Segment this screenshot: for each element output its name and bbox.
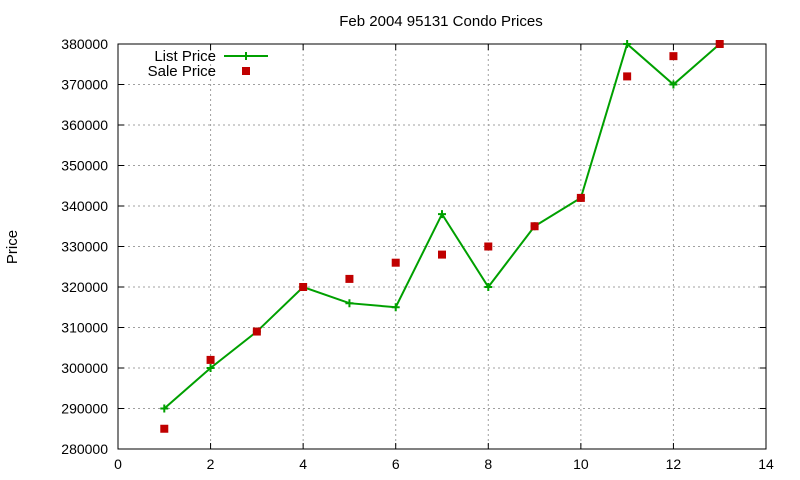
data-point (623, 40, 632, 48)
x-tick-label: 8 (484, 456, 492, 472)
y-tick-label: 340000 (61, 198, 108, 214)
legend-marker-swatch (242, 52, 250, 60)
data-point (391, 303, 400, 312)
axis-ticks: 0 2 4 6 8 10 12 14 280000 290000 300000 310000 32000… (61, 36, 774, 472)
y-tick-label: 280000 (61, 441, 108, 457)
data-point (669, 52, 678, 61)
x-tick-label: 6 (392, 456, 400, 472)
data-point (530, 222, 539, 231)
series-line (163, 42, 721, 410)
x-tick-label: 12 (666, 456, 682, 472)
grid (118, 44, 766, 449)
legend-marker-swatch (242, 67, 250, 75)
data-point (576, 193, 585, 202)
x-tick-label: 4 (299, 456, 307, 472)
data-point (206, 364, 215, 372)
data-point (252, 327, 261, 336)
series-sale-price (160, 40, 724, 433)
data-point (623, 72, 632, 81)
y-tick-label: 330000 (61, 239, 108, 255)
x-tick-label: 10 (573, 456, 589, 472)
data-point (438, 250, 446, 259)
y-tick-label: 320000 (61, 279, 108, 295)
y-tick-label: 370000 (61, 77, 108, 93)
data-point (160, 424, 169, 433)
data-point (299, 283, 308, 291)
data-point (391, 258, 400, 267)
legend-label: List Price (154, 48, 216, 65)
x-tick-label: 14 (758, 456, 774, 472)
y-tick-label: 310000 (61, 320, 108, 336)
y-tick-label: 380000 (61, 36, 108, 52)
legend-label: Sale Price (148, 63, 216, 80)
data-point (715, 40, 724, 48)
data-point (484, 242, 493, 251)
data-point (669, 80, 678, 89)
data-point (206, 355, 215, 364)
series-list-price (160, 40, 724, 413)
data-point (160, 404, 169, 413)
y-tick-label: 300000 (61, 360, 108, 376)
data-point (345, 274, 354, 283)
data-point (438, 210, 446, 219)
y-tick-label: 360000 (61, 117, 108, 133)
data-point (484, 283, 493, 291)
y-tick-label: 290000 (61, 401, 108, 417)
chart-title: Feb 2004 95131 Condo Prices (339, 13, 542, 30)
data-point (345, 299, 354, 308)
y-axis-label: Price (4, 230, 21, 264)
series-layer (160, 40, 724, 433)
x-tick-label: 2 (207, 456, 215, 472)
y-tick-label: 350000 (61, 158, 108, 174)
x-tick-label: 0 (114, 456, 122, 472)
